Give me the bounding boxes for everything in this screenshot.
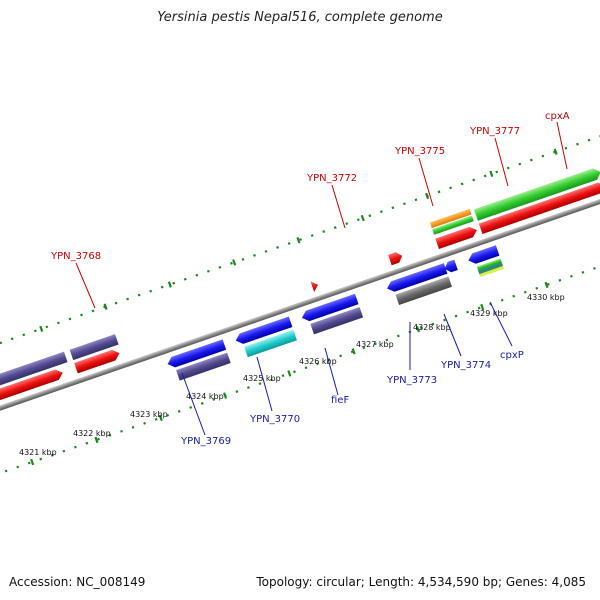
kbp-label: 4327 kbp (356, 340, 394, 349)
kbp-label: 4323 kbp (130, 410, 168, 419)
gene-purple-top-left (0, 351, 68, 411)
kbp-label: 4324 kbp (186, 392, 224, 401)
gene-label-ypn3775: YPN_3775 (394, 146, 445, 157)
gene-label-ypn3769: YPN_3769 (180, 436, 231, 447)
gene-label-group: YPN_3768 YPN_3772 YPN_3775 YPN_3777 cpxA… (50, 111, 570, 447)
gene-purple-ypn3769 (176, 352, 231, 381)
gene-cyan-ypn3770 (244, 329, 297, 358)
gene-red-ypn3775 (388, 252, 403, 266)
map-title: Yersinia pestis Nepal516, complete genom… (157, 10, 443, 25)
gene-blue-fief (301, 293, 359, 322)
gene-label-fief: fieF (331, 395, 349, 406)
gene-blue-ypn3770 (235, 316, 293, 344)
gene-orange-ypn3777 (429, 208, 472, 229)
gene-teal-cpxp (478, 262, 504, 275)
gene-purple-fief (310, 307, 364, 335)
gene-red-ypn3768 (74, 349, 120, 374)
gene-blue-cpxp (468, 245, 500, 264)
kbp-label: 4330 kbp (527, 293, 565, 302)
gene-green-ypn3777 (432, 215, 474, 235)
gene-red-cpxa (478, 182, 600, 235)
gene-red-ypn3777 (435, 226, 477, 249)
gene-label-ypn3770: YPN_3770 (249, 414, 300, 425)
gene-gray-ypn3773 (395, 276, 452, 306)
gene-label-ypn3772: YPN_3772 (306, 173, 357, 184)
gene-red-top-left (0, 369, 63, 425)
bottom-leader-lines (181, 301, 513, 436)
bottom-major-ticks (30, 281, 549, 466)
gene-label-cpxa: cpxA (545, 111, 570, 122)
gene-purple-ypn3768 (69, 334, 119, 361)
kbp-label: 4328 kbp (413, 323, 451, 332)
kbp-label: 4325 kbp (243, 374, 281, 383)
gene-label-cpxp: cpxP (500, 350, 524, 361)
kbp-label: 4321 kbp (19, 448, 57, 457)
gene-green-cpxa (473, 168, 600, 221)
gene-label-ypn3777: YPN_3777 (469, 126, 520, 137)
kbp-label-group: 4321 kbp 4322 kbp 4323 kbp 4324 kbp 4325… (19, 293, 565, 457)
gene-label-ypn3768: YPN_3768 (50, 251, 101, 262)
gene-blue-ypn3773 (387, 263, 448, 292)
gene-red-ypn3772 (310, 281, 319, 292)
gene-yellow-cpxp (479, 266, 504, 278)
gene-green-cpxp (476, 258, 502, 271)
top-major-ticks (39, 148, 558, 332)
kbp-label: 4322 kbp (73, 429, 111, 438)
kbp-label: 4326 kbp (299, 357, 337, 366)
kbp-label: 4329 kbp (470, 309, 508, 318)
accession-text: Accession: NC_008149 (9, 575, 146, 589)
gene-blue-ypn3769 (167, 339, 227, 368)
gene-label-ypn3773: YPN_3773 (386, 375, 437, 386)
top-leader-lines (75, 121, 568, 309)
genome-backbone (0, 165, 600, 444)
genome-stats-text: Topology: circular; Length: 4,534,590 bp… (256, 575, 586, 589)
gene-blue-ypn3774 (444, 259, 458, 273)
gene-label-ypn3774: YPN_3774 (440, 360, 491, 371)
